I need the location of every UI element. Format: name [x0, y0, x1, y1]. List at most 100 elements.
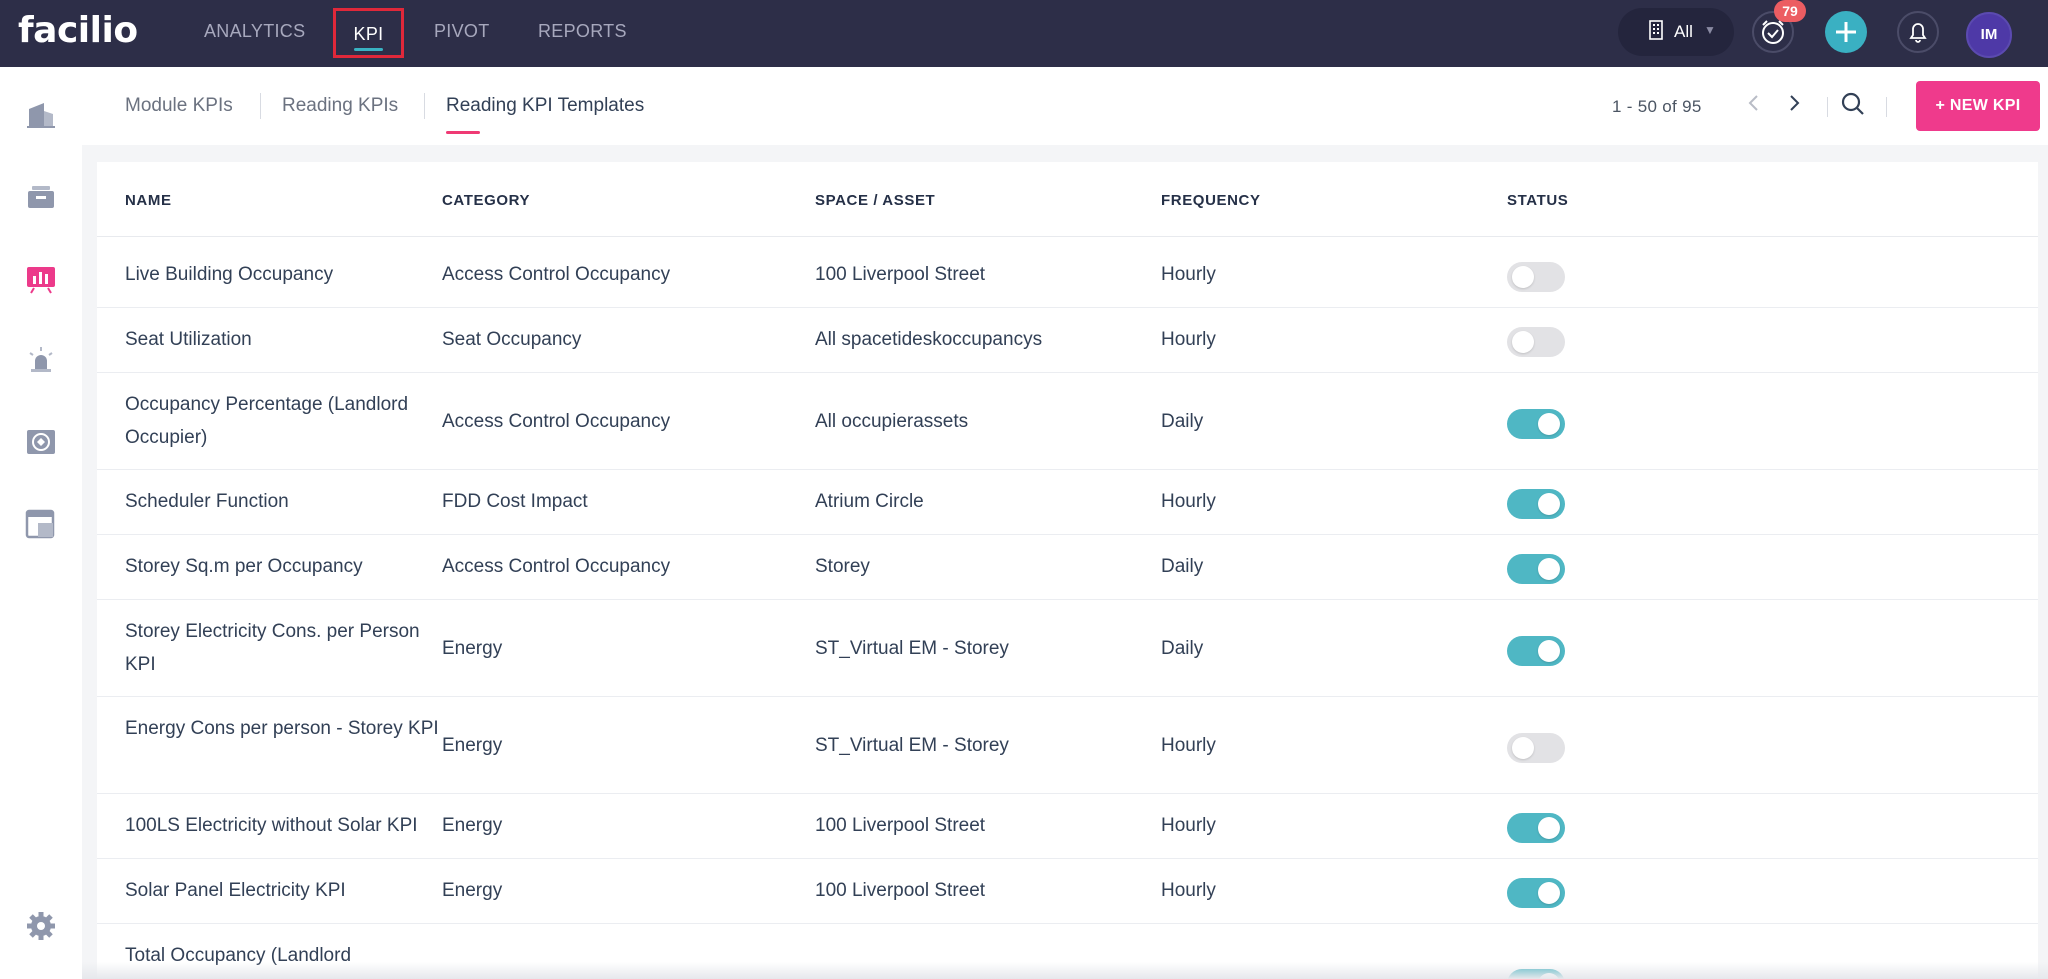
kpi-category: Energy [442, 638, 503, 659]
tab-divider [424, 93, 425, 119]
nav-reports[interactable]: REPORTS [538, 21, 627, 41]
kpi-space-asset: Atrium Circle [815, 491, 924, 512]
kpi-space-asset: All spacetideskoccupancys [815, 329, 1043, 350]
top-navigation-bar: facilio ANALYTICS KPI PIVOT REPORTS All … [0, 0, 2048, 67]
kpi-name[interactable]: 100LS Electricity without Solar KPI [125, 815, 418, 836]
kpi-templates-table: NAME CATEGORY SPACE / ASSET FREQUENCY ST… [97, 162, 2038, 979]
kpi-name[interactable]: Storey Electricity Cons. per Person KPI [125, 621, 420, 675]
notifications-button[interactable] [1897, 11, 1939, 53]
nav-kpi-label: KPI [353, 24, 384, 44]
toggle-knob [1538, 882, 1560, 904]
status-toggle[interactable] [1507, 409, 1565, 439]
toggle-knob [1538, 493, 1560, 515]
scroll-fade [82, 962, 2048, 979]
tab-module-kpis[interactable]: Module KPIs [125, 95, 233, 116]
chevron-down-icon: ▼ [1704, 23, 1716, 37]
kpi-frequency: Hourly [1161, 329, 1216, 350]
facilio-logo[interactable]: facilio [18, 10, 138, 51]
kpi-name[interactable]: Total Occupancy (Landlord [125, 945, 352, 966]
nav-analytics[interactable]: ANALYTICS [204, 21, 306, 41]
new-kpi-button[interactable]: + NEW KPI [1916, 81, 2040, 131]
gear-icon[interactable] [25, 910, 57, 947]
column-header-status[interactable]: STATUS [1507, 192, 1569, 209]
kpi-category: Access Control Occupancy [442, 264, 671, 285]
toggle-knob [1512, 737, 1534, 759]
energy-meter-icon[interactable] [24, 425, 58, 459]
alarm-light-icon[interactable] [24, 343, 58, 377]
site-selector[interactable]: All ▼ [1618, 8, 1734, 56]
table-row[interactable]: Occupancy Percentage (Landlord Occupier)… [97, 374, 2038, 470]
status-toggle[interactable] [1507, 554, 1565, 584]
previous-page-icon[interactable] [1742, 91, 1766, 115]
column-header-category[interactable]: CATEGORY [442, 192, 531, 209]
table-row[interactable]: 100LS Electricity without Solar KPI Ener… [97, 795, 2038, 859]
user-avatar[interactable]: IM [1966, 12, 2012, 58]
bell-icon [1909, 23, 1927, 43]
nav-kpi[interactable]: KPI [333, 8, 404, 58]
kpi-frequency: Hourly [1161, 264, 1216, 285]
status-toggle[interactable] [1507, 327, 1565, 357]
kpi-frequency: Daily [1161, 556, 1204, 577]
kpi-name[interactable]: Occupancy Percentage (Landlord Occupier) [125, 394, 409, 448]
analytics-icon[interactable] [24, 261, 58, 295]
kpi-name[interactable]: Scheduler Function [125, 491, 289, 512]
kpi-space-asset: All occupierassets [815, 411, 969, 432]
table-row[interactable]: Live Building Occupancy Access Control O… [97, 244, 2038, 308]
column-header-frequency[interactable]: FREQUENCY [1161, 192, 1261, 209]
status-toggle[interactable] [1507, 636, 1565, 666]
kpi-category: FDD Cost Impact [442, 491, 588, 512]
tab-divider [260, 93, 261, 119]
kpi-subheader: Module KPIs Reading KPIs Reading KPI Tem… [82, 67, 2048, 145]
tab-reading-kpi-templates[interactable]: Reading KPI Templates [446, 95, 644, 134]
kpi-space-asset: ST_Virtual EM - Storey [815, 638, 1009, 659]
tab-reading-kpis[interactable]: Reading KPIs [282, 95, 399, 116]
table-row[interactable]: Seat Utilization Seat Occupancy All spac… [97, 309, 2038, 373]
kpi-frequency: Hourly [1161, 735, 1216, 756]
dashboard-icon[interactable] [24, 507, 58, 541]
alarm-clock-icon [1762, 20, 1784, 44]
table-row[interactable]: Scheduler Function FDD Cost Impact Atriu… [97, 471, 2038, 535]
toggle-knob [1512, 266, 1534, 288]
status-toggle[interactable] [1507, 813, 1565, 843]
kpi-category: Seat Occupancy [442, 329, 582, 350]
status-toggle[interactable] [1507, 878, 1565, 908]
kpi-name[interactable]: Live Building Occupancy [125, 264, 334, 285]
buildings-icon[interactable] [24, 97, 58, 131]
kpi-name[interactable]: Seat Utilization [125, 329, 252, 350]
kpi-name[interactable]: Solar Panel Electricity KPI [125, 880, 346, 901]
separator [1827, 97, 1828, 117]
column-header-name[interactable]: NAME [125, 192, 172, 209]
kpi-frequency: Hourly [1161, 880, 1216, 901]
table-row[interactable]: Solar Panel Electricity KPI Energy 100 L… [97, 860, 2038, 924]
table-row[interactable]: Storey Electricity Cons. per Person KPI … [97, 601, 2038, 697]
kpi-name[interactable]: Energy Cons per person - Storey KPI [125, 718, 439, 739]
kpi-space-asset: 100 Liverpool Street [815, 815, 986, 836]
kpi-space-asset: 100 Liverpool Street [815, 264, 986, 285]
kpi-frequency: Hourly [1161, 815, 1216, 836]
toggle-knob [1538, 558, 1560, 580]
alarm-count-badge: 79 [1774, 0, 1806, 22]
toggle-knob [1538, 640, 1560, 662]
status-toggle[interactable] [1507, 262, 1565, 292]
separator [1886, 97, 1887, 117]
column-header-space-asset[interactable]: SPACE / ASSET [815, 192, 936, 209]
toggle-knob [1538, 817, 1560, 839]
toggle-knob [1512, 331, 1534, 353]
quick-add-button[interactable] [1825, 11, 1867, 53]
kpi-name[interactable]: Storey Sq.m per Occupancy [125, 556, 363, 577]
toggle-knob [1538, 413, 1560, 435]
building-icon [1648, 20, 1664, 45]
kpi-category: Energy [442, 880, 503, 901]
table-row[interactable]: Storey Sq.m per Occupancy Access Control… [97, 536, 2038, 600]
nav-pivot[interactable]: PIVOT [434, 21, 490, 41]
active-tab-indicator [446, 131, 480, 134]
next-page-icon[interactable] [1782, 91, 1806, 115]
status-toggle[interactable] [1507, 733, 1565, 763]
kpi-category: Energy [442, 735, 503, 756]
table-row[interactable]: Energy Cons per person - Storey KPI Ener… [97, 698, 2038, 794]
inbox-icon[interactable] [24, 179, 58, 213]
status-toggle[interactable] [1507, 489, 1565, 519]
nav-kpi-active-indicator [354, 48, 383, 51]
search-icon[interactable] [1840, 91, 1866, 117]
left-sidebar [0, 67, 82, 979]
